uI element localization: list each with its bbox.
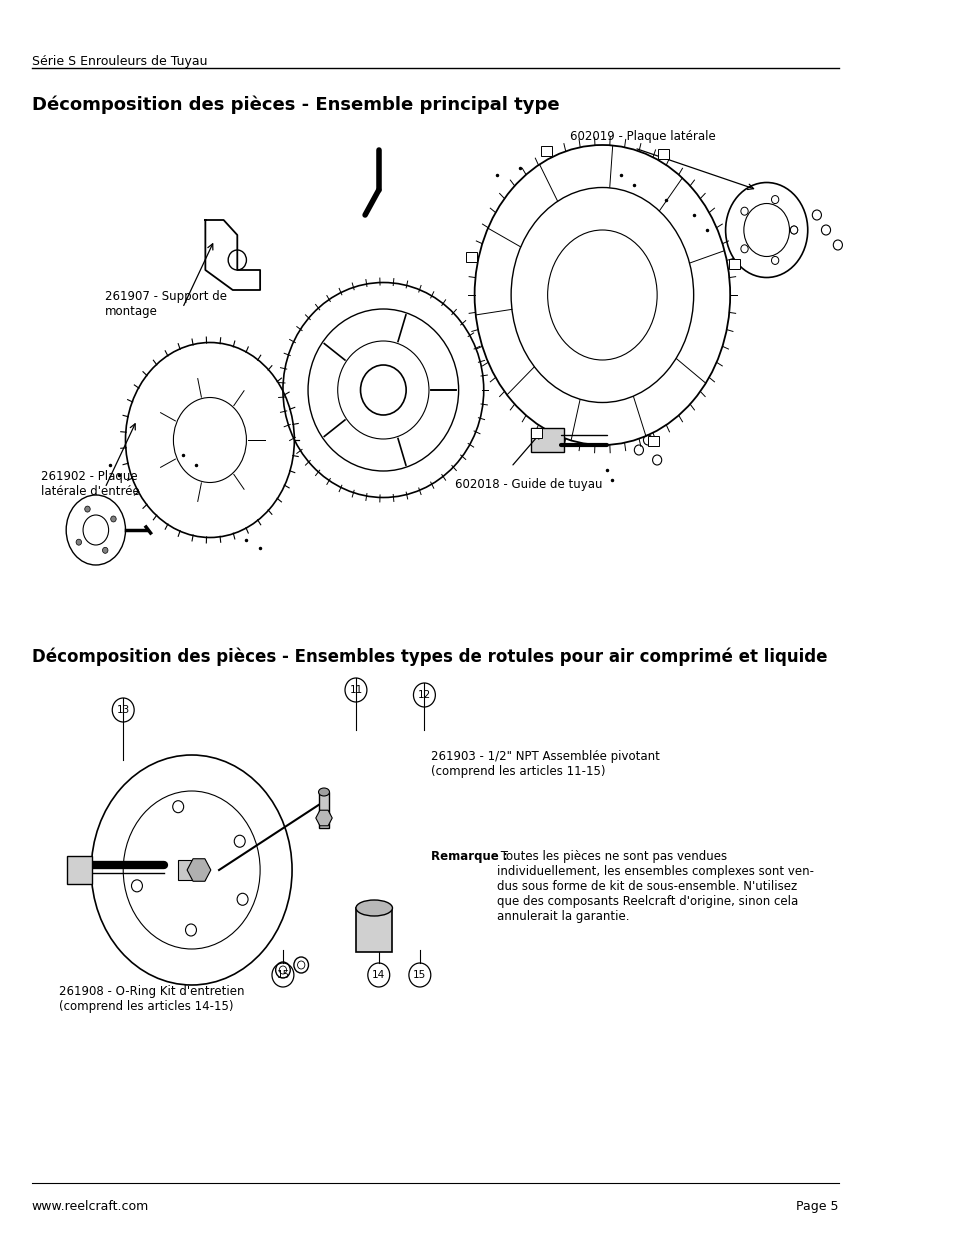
Polygon shape [187,858,211,882]
Text: 11: 11 [349,685,362,695]
FancyBboxPatch shape [658,149,668,159]
FancyBboxPatch shape [530,427,541,437]
Circle shape [740,245,747,253]
FancyBboxPatch shape [531,429,563,452]
Text: Toutes les pièces ne sont pas vendues
individuellement, les ensembles complexes : Toutes les pièces ne sont pas vendues in… [496,850,813,923]
Ellipse shape [355,900,392,916]
Circle shape [102,547,108,553]
Text: 12: 12 [417,690,431,700]
Circle shape [76,540,81,545]
FancyBboxPatch shape [465,252,476,262]
FancyBboxPatch shape [728,258,740,268]
Text: Décomposition des pièces - Ensemble principal type: Décomposition des pièces - Ensemble prin… [31,95,559,114]
Circle shape [771,195,778,204]
Polygon shape [315,810,332,826]
Ellipse shape [318,788,329,797]
Text: Page 5: Page 5 [796,1200,838,1213]
FancyBboxPatch shape [67,856,92,884]
Circle shape [85,506,91,513]
Circle shape [771,257,778,264]
FancyBboxPatch shape [178,860,205,881]
Text: Décomposition des pièces - Ensembles types de rotules pour air comprimé et liqui: Décomposition des pièces - Ensembles typ… [31,648,826,667]
Circle shape [790,226,797,233]
FancyBboxPatch shape [355,908,392,952]
Text: 261903 - 1/2" NPT Assemblée pivotant
(comprend les articles 11-15): 261903 - 1/2" NPT Assemblée pivotant (co… [431,750,659,778]
Text: 15: 15 [276,969,290,981]
Text: 261907 - Support de
montage: 261907 - Support de montage [105,290,227,317]
Text: 602018 - Guide de tuyau: 602018 - Guide de tuyau [454,478,601,492]
Circle shape [740,207,747,215]
Text: 261908 - O-Ring Kit d'entretien
(comprend les articles 14-15): 261908 - O-Ring Kit d'entretien (compren… [59,986,245,1013]
Circle shape [111,516,116,522]
Text: 602019 - Plaque latérale: 602019 - Plaque latérale [570,130,716,143]
Text: www.reelcraft.com: www.reelcraft.com [31,1200,149,1213]
FancyBboxPatch shape [647,436,659,446]
Circle shape [790,226,797,233]
Text: 261902 - Plaque
latérale d'entrée: 261902 - Plaque latérale d'entrée [41,471,140,498]
Text: Remarque :: Remarque : [431,850,507,863]
Text: 14: 14 [372,969,385,981]
Text: 13: 13 [116,705,130,715]
Text: Série S Enrouleurs de Tuyau: Série S Enrouleurs de Tuyau [31,56,207,68]
FancyBboxPatch shape [540,146,551,157]
Text: 15: 15 [413,969,426,981]
FancyBboxPatch shape [318,792,329,827]
